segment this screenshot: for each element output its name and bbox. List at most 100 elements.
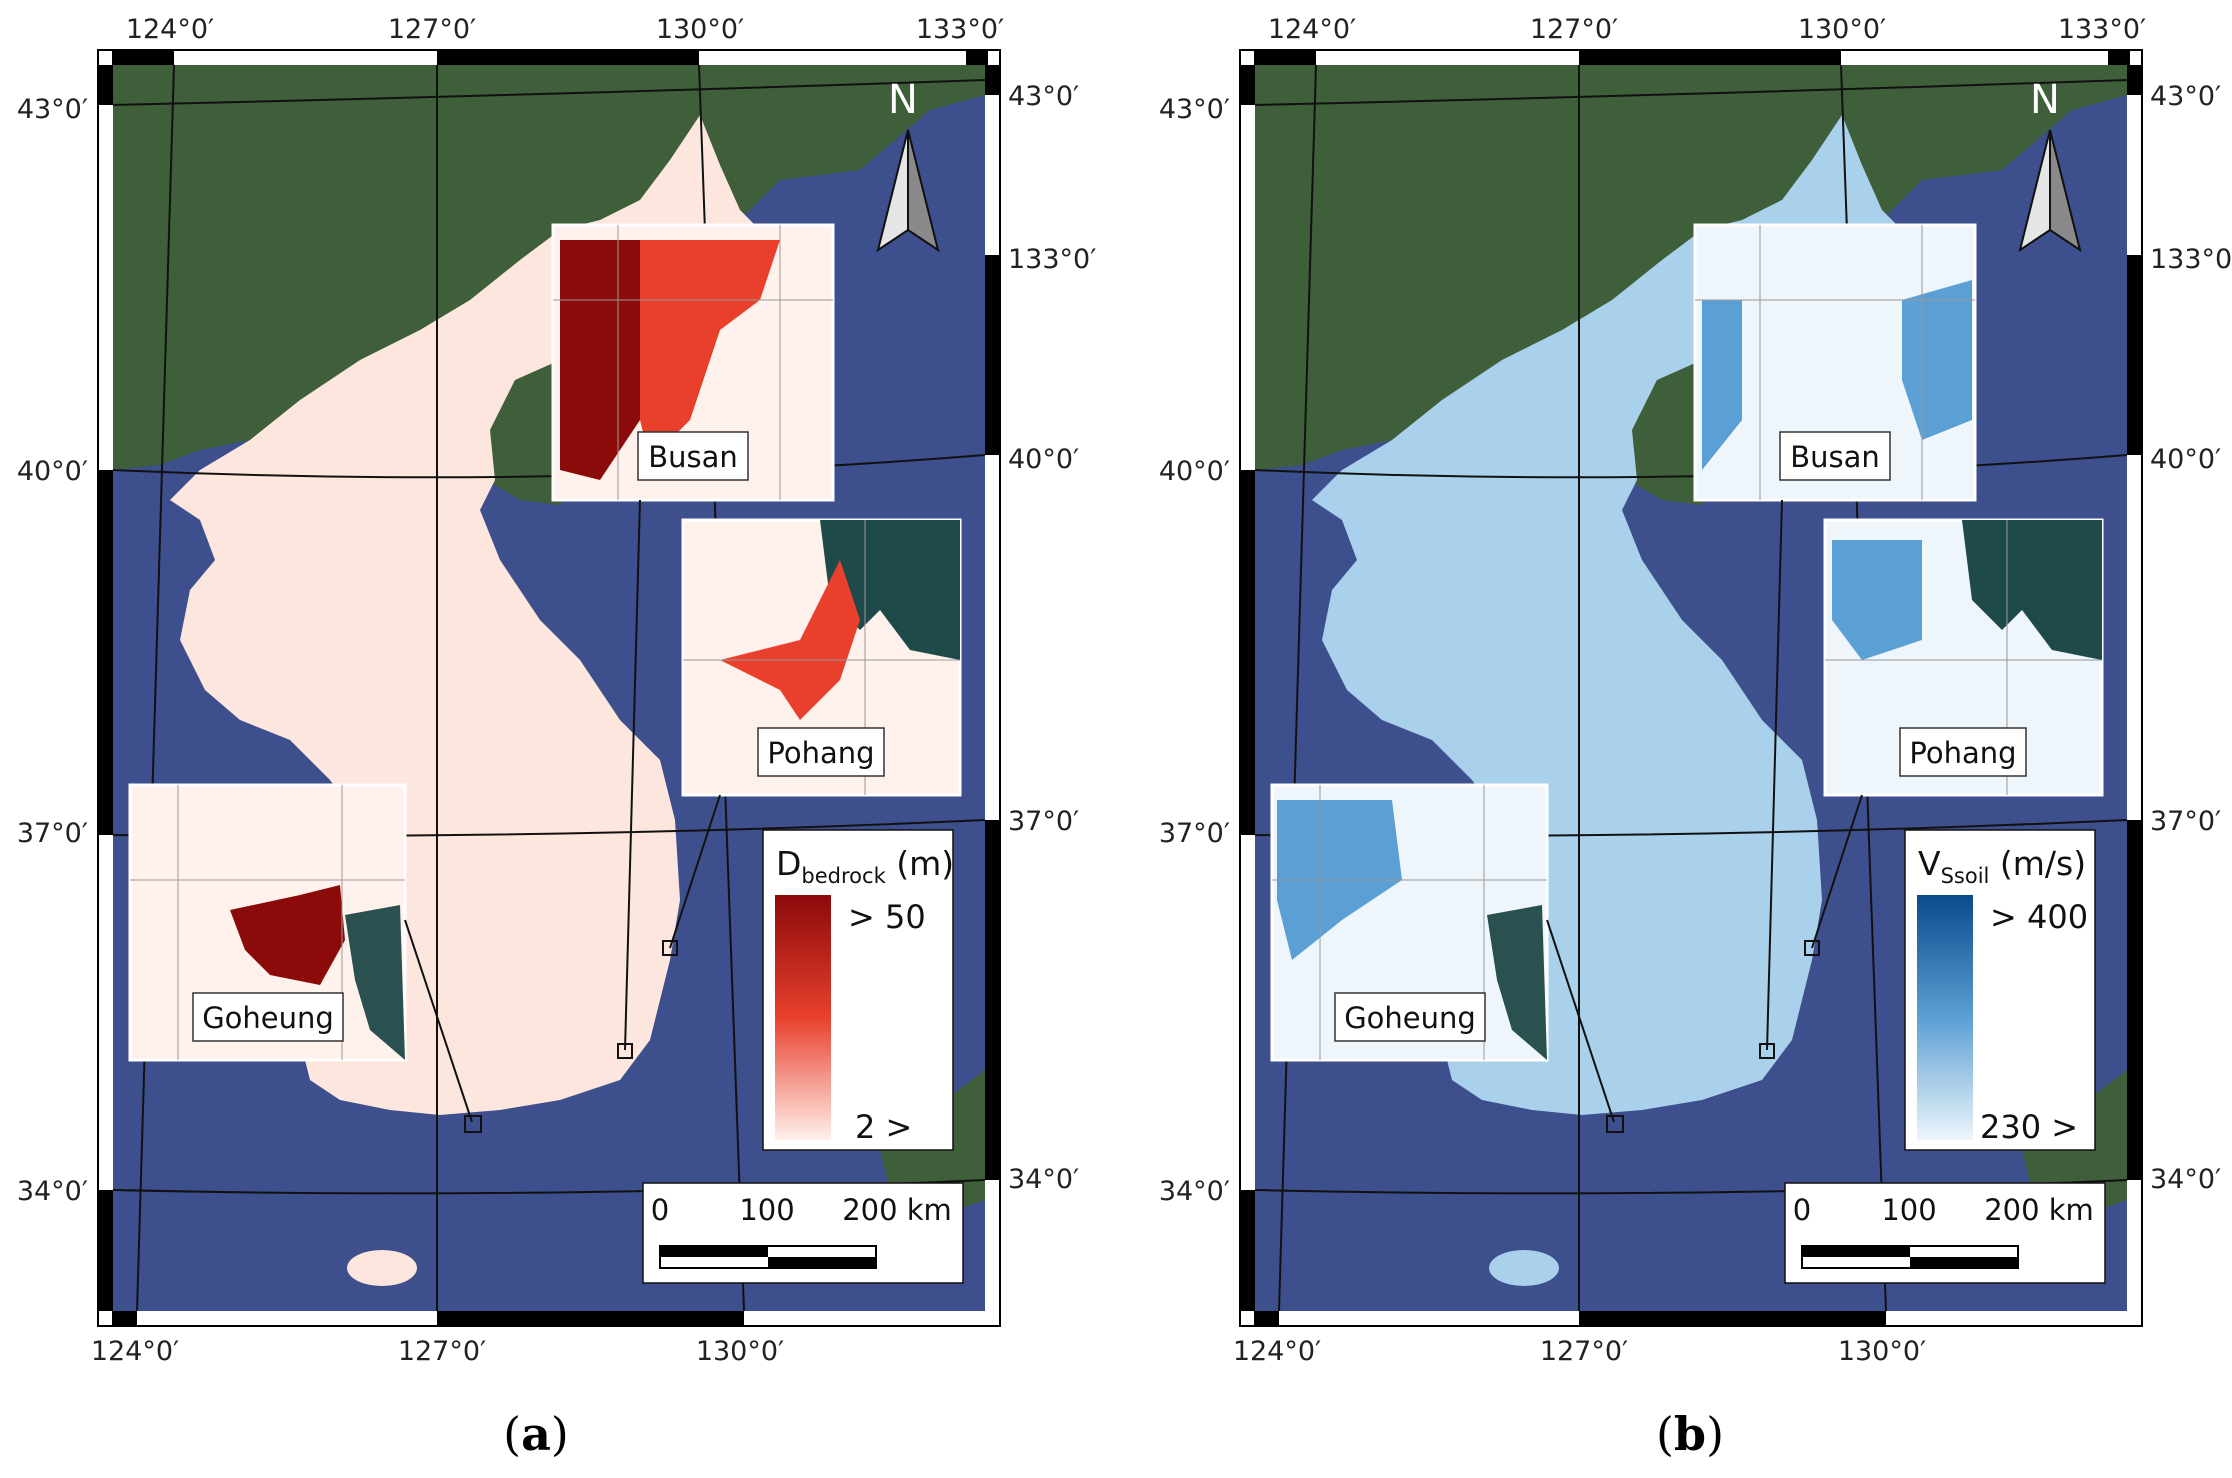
frame-segment xyxy=(966,50,988,65)
meridian-124 xyxy=(136,64,175,1312)
marker-busan xyxy=(1759,1043,1775,1059)
map-interior: Busan Pohang Goheung xyxy=(1254,64,2128,1312)
leader-goheung xyxy=(1546,919,1615,1123)
frame-segment xyxy=(985,820,1000,1180)
marker-pohang xyxy=(1804,940,1820,956)
inset-goheung-shade xyxy=(230,885,345,985)
inset-pohang-shade xyxy=(1832,540,1922,660)
scale-label-100: 100 xyxy=(1881,1193,1936,1227)
inset-label-box xyxy=(757,727,885,777)
inset-leaders xyxy=(1546,499,1863,1133)
korean-peninsula xyxy=(170,115,760,1115)
legend-colorbar xyxy=(1917,895,1973,1140)
scale-bar: 0 100 200 km xyxy=(1784,1182,2106,1284)
frame-segment xyxy=(112,50,174,65)
leader-busan xyxy=(1766,499,1783,1051)
lat-right-43: 43°0′ xyxy=(1008,81,1079,112)
frame-segment xyxy=(98,65,113,105)
parallel-43 xyxy=(1254,79,2128,106)
inset-label-box xyxy=(1899,727,2027,777)
lat-right-133: 133°0′ xyxy=(2150,244,2232,275)
lat-right-40: 40°0′ xyxy=(1008,444,1079,475)
panel-a: Busan Pohang Goheung xyxy=(17,14,1097,1461)
inset-label-box xyxy=(1779,431,1891,481)
parallel-40 xyxy=(112,454,986,479)
jeju-island xyxy=(1489,1250,1559,1286)
frame-segment xyxy=(1240,65,1255,105)
lon-bottom-127: 127°0′ xyxy=(1540,1336,1628,1367)
lat-left-34: 34°0′ xyxy=(1159,1176,1230,1207)
lat-left-34: 34°0′ xyxy=(17,1176,88,1207)
inset-busan-shade xyxy=(1902,280,1972,440)
frame-segment xyxy=(985,65,1000,95)
lat-left-37: 37°0′ xyxy=(17,818,88,849)
frame-segment xyxy=(1254,50,1316,65)
lon-bottom-124: 124°0′ xyxy=(91,1336,179,1367)
lat-right-133: 133°0′ xyxy=(1008,244,1096,275)
inset-busan-shade xyxy=(1702,300,1742,470)
parallel-43 xyxy=(112,79,986,106)
lat-right-34: 34°0′ xyxy=(2150,1164,2221,1195)
subfigure-label-a: (a) xyxy=(503,1407,569,1461)
inset-label-box xyxy=(637,431,749,481)
north-arrow-right xyxy=(907,129,940,253)
lat-right-37: 37°0′ xyxy=(1008,806,1079,837)
inset-pohang-label: Pohang xyxy=(767,736,874,770)
frame-segment xyxy=(437,1311,744,1326)
lon-top-130: 130°0′ xyxy=(656,14,744,45)
frame-segment xyxy=(1254,1311,1279,1326)
panel-b: Busan Pohang Goheung xyxy=(1116,0,2232,1478)
leader-busan xyxy=(624,499,641,1051)
lat-left-37: 37°0′ xyxy=(1159,818,1230,849)
inset-busan-label: Busan xyxy=(648,440,738,474)
inset-leaders xyxy=(404,499,721,1133)
legend-title: Dbedrock (m) xyxy=(776,844,954,888)
legend: VSsoil (m/s) > 400 230 > xyxy=(1904,829,2096,1151)
inset-pohang-label: Pohang xyxy=(1909,736,2016,770)
scale-bar: 0 100 200 km xyxy=(642,1182,964,1284)
lat-left-40: 40°0′ xyxy=(1159,456,1230,487)
scale-label-100: 100 xyxy=(739,1193,794,1227)
legend-max-label: > 50 xyxy=(848,898,926,936)
scale-label-200: 200 km xyxy=(1984,1193,2094,1227)
graticule xyxy=(1254,64,2128,1312)
lon-top-133: 133°0′ xyxy=(2058,14,2146,45)
lon-top-127: 127°0′ xyxy=(388,14,476,45)
leader-pohang xyxy=(1811,794,1863,949)
scale-label-200: 200 km xyxy=(842,1193,952,1227)
lon-top-127: 127°0′ xyxy=(1530,14,1618,45)
scale-bar-seg xyxy=(768,1257,876,1268)
inset-goheung: Goheung xyxy=(1270,783,1549,1062)
graticule xyxy=(112,64,986,1312)
korean-peninsula xyxy=(1312,115,1902,1115)
frame-segment xyxy=(2127,820,2142,1180)
frame-segment xyxy=(1240,1190,1255,1311)
frame-segment xyxy=(2127,255,2142,455)
legend-max-label: > 400 xyxy=(1990,898,2088,936)
lat-right-37: 37°0′ xyxy=(2150,806,2221,837)
frame-segment xyxy=(112,1311,137,1326)
marker-pohang xyxy=(662,940,678,956)
legend: Dbedrock (m) > 50 2 > xyxy=(762,829,954,1151)
parallel-40 xyxy=(1254,454,2128,479)
inset-goheung: Goheung xyxy=(128,783,407,1062)
jeju-island xyxy=(347,1250,417,1286)
meridian-124 xyxy=(1278,64,1317,1312)
lon-top-130: 130°0′ xyxy=(1798,14,1886,45)
frame-segment xyxy=(98,470,113,835)
north-label: N xyxy=(2030,77,2060,123)
frame-segment xyxy=(98,1190,113,1311)
scale-label-0: 0 xyxy=(1793,1193,1811,1227)
scale-bar-seg xyxy=(1802,1246,1910,1257)
inset-goheung-label: Goheung xyxy=(1344,1001,1476,1035)
marker-goheung xyxy=(1606,1115,1624,1133)
inset-pohang-water xyxy=(1962,520,2102,660)
lat-left-40: 40°0′ xyxy=(17,456,88,487)
frame-segment xyxy=(1579,50,1841,65)
subfigure-label-b: (b) xyxy=(1656,1407,1724,1461)
scale-bar-seg xyxy=(660,1246,768,1257)
leader-goheung xyxy=(404,919,473,1123)
map-b: Busan Pohang Goheung xyxy=(1159,14,2232,1461)
lat-left-43: 43°0′ xyxy=(1159,94,1230,125)
lat-right-40: 40°0′ xyxy=(2150,444,2221,475)
